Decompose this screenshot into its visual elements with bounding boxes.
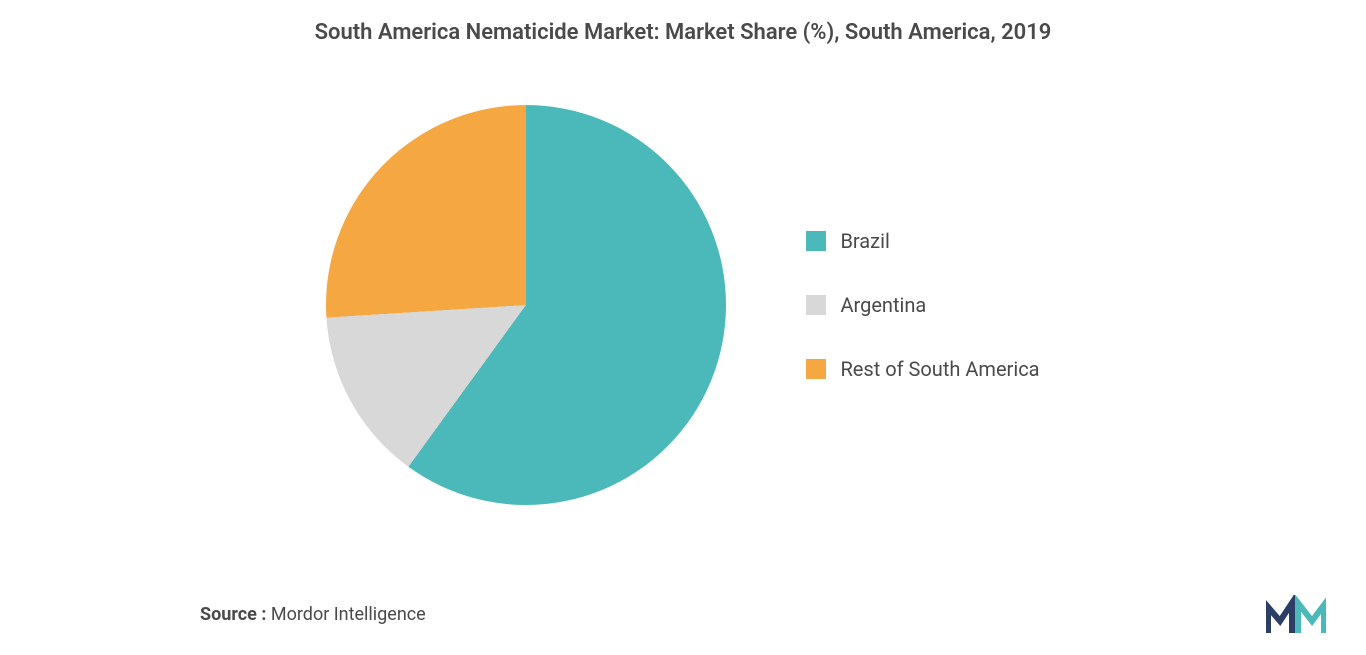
legend-item: Rest of South America (806, 357, 1039, 381)
chart-title: South America Nematicide Market: Market … (0, 0, 1366, 55)
mordor-logo-icon (1266, 595, 1326, 635)
legend: Brazil Argentina Rest of South America (806, 229, 1039, 381)
legend-swatch-icon (806, 359, 826, 379)
legend-item: Argentina (806, 293, 1039, 317)
pie-chart-wrapper (326, 105, 726, 505)
legend-item: Brazil (806, 229, 1039, 253)
legend-label: Argentina (840, 293, 926, 317)
source-value: Mordor Intelligence (271, 604, 426, 625)
legend-swatch-icon (806, 295, 826, 315)
pie-chart (326, 105, 726, 505)
legend-swatch-icon (806, 231, 826, 251)
source-line: Source : Mordor Intelligence (200, 604, 426, 625)
legend-label: Rest of South America (840, 357, 1039, 381)
chart-container: Brazil Argentina Rest of South America (0, 55, 1366, 555)
source-label: Source : (200, 604, 266, 625)
legend-label: Brazil (840, 229, 889, 253)
